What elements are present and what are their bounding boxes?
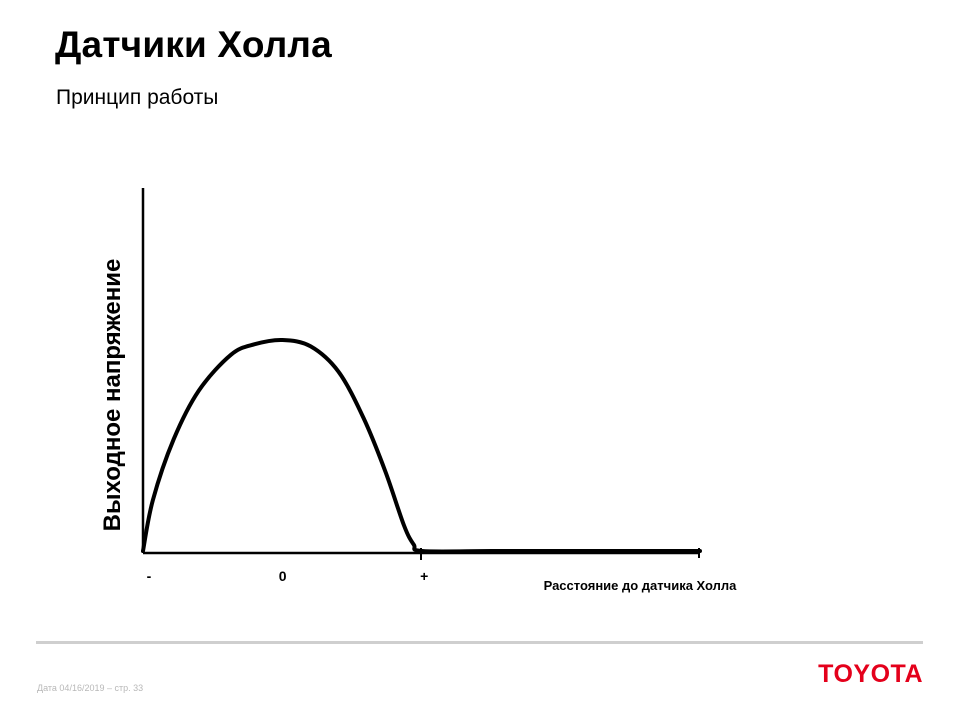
- slide-subtitle: Принцип работы: [56, 86, 219, 109]
- footer-date-page: Дата 04/16/2019 – стр. 33: [37, 683, 144, 693]
- x-tick-labels: - 0 +: [147, 568, 429, 584]
- slide-title: Датчики Холла: [55, 24, 332, 65]
- x-tick-label: -: [147, 568, 152, 584]
- footer-divider: [36, 641, 923, 644]
- x-tick-label: +: [420, 568, 428, 584]
- toyota-logo: TOYOTA: [818, 660, 923, 688]
- x-tick-label: 0: [279, 568, 287, 584]
- x-axis-label: Расстояние до датчика Холла: [544, 578, 738, 593]
- y-axis-label: Выходное напряжение: [99, 259, 126, 532]
- series-line: [141, 337, 702, 554]
